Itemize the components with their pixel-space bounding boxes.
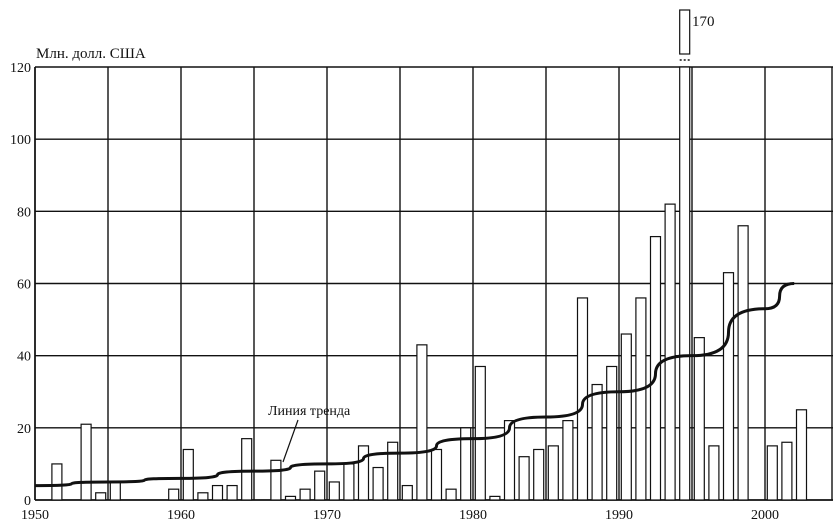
bar xyxy=(664,203,676,501)
bar xyxy=(489,495,501,501)
y-tick-label: 80 xyxy=(17,205,31,220)
trend-line-label: Линия тренда xyxy=(268,404,351,419)
bar xyxy=(547,445,559,501)
bar xyxy=(211,484,224,501)
x-tick-label: 1990 xyxy=(605,508,633,523)
y-tick-label: 120 xyxy=(10,61,31,76)
y-axis-label: Млн. долл. США xyxy=(36,46,146,62)
bar xyxy=(518,456,530,501)
y-tick-label: 60 xyxy=(17,278,31,293)
bar xyxy=(343,463,355,501)
bar xyxy=(357,445,370,501)
bar xyxy=(620,333,632,501)
bar xyxy=(781,441,793,501)
bar xyxy=(51,463,63,501)
y-tick-label: 0 xyxy=(24,494,31,509)
bar xyxy=(576,297,589,501)
bar xyxy=(679,66,691,501)
bar xyxy=(80,423,92,501)
trend-label-leader xyxy=(282,419,299,463)
bar xyxy=(182,448,194,501)
bar xyxy=(299,488,311,501)
bar xyxy=(372,466,384,501)
bar xyxy=(241,438,253,501)
bar-clipped-top xyxy=(679,9,691,55)
bar xyxy=(328,481,340,501)
bar xyxy=(722,272,735,501)
trend-line xyxy=(34,282,795,488)
bar xyxy=(168,488,180,501)
y-tick-label: 100 xyxy=(10,133,31,148)
bar xyxy=(474,365,486,501)
trend-group xyxy=(34,282,795,488)
bar xyxy=(562,420,574,501)
bar xyxy=(416,344,428,501)
y-tick-label: 40 xyxy=(17,350,31,365)
bar xyxy=(606,365,618,501)
bar xyxy=(503,420,516,501)
y-tick-label: 20 xyxy=(17,422,31,437)
bars xyxy=(51,9,808,501)
bar xyxy=(445,488,457,501)
bar xyxy=(795,409,808,501)
bar xyxy=(533,448,545,501)
bar xyxy=(284,495,297,501)
x-tick-label: 1970 xyxy=(313,508,341,523)
tick-labels: 0 20 40 60 80 100 120 1950 1960 1970 1980 1990 2000 xyxy=(10,61,779,523)
bar xyxy=(430,448,443,501)
bar xyxy=(95,492,107,501)
bar xyxy=(708,445,720,501)
bar xyxy=(387,441,399,501)
bar xyxy=(197,492,209,501)
bar xyxy=(460,427,472,501)
bar xyxy=(737,225,749,501)
bar xyxy=(226,484,238,501)
clipped-value-label: 170 xyxy=(692,14,715,30)
bar xyxy=(109,481,121,501)
x-tick-label: 1960 xyxy=(167,508,195,523)
x-tick-label: 1950 xyxy=(21,508,49,523)
bar xyxy=(401,484,413,501)
bar xyxy=(693,337,705,501)
x-tick-label: 2000 xyxy=(751,508,779,523)
grid xyxy=(34,66,833,501)
bar xyxy=(766,445,778,501)
x-tick-label: 1980 xyxy=(459,508,487,523)
bar xyxy=(635,297,647,501)
bar xyxy=(314,470,326,501)
bar xyxy=(270,459,282,501)
bar xyxy=(591,383,603,501)
